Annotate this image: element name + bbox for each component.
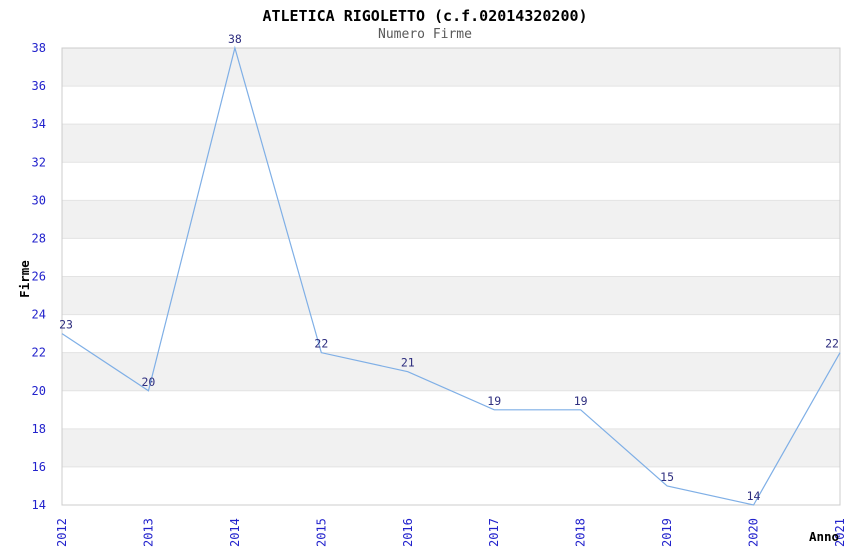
y-tick-label: 30 xyxy=(32,193,46,207)
plot-border xyxy=(61,47,841,506)
x-tick-label: 2016 xyxy=(401,518,415,547)
plot-band xyxy=(62,200,840,239)
plot-band xyxy=(62,428,840,467)
y-tick-label: 26 xyxy=(32,270,46,284)
y-axis-title: Firme xyxy=(17,260,32,298)
x-tick-label: 2014 xyxy=(228,518,242,547)
point-label: 38 xyxy=(228,32,242,46)
x-tick-label: 2021 xyxy=(833,518,847,547)
x-tick-label: 2012 xyxy=(55,518,69,547)
data-line xyxy=(61,45,841,506)
x-tick-label: 2015 xyxy=(314,518,328,547)
y-tick-label: 28 xyxy=(32,231,46,245)
x-tick-label: 2013 xyxy=(141,518,155,547)
y-tick-label: 18 xyxy=(32,422,46,436)
y-tick-label: 38 xyxy=(32,41,46,55)
point-label: 19 xyxy=(487,394,501,408)
y-tick-label: 20 xyxy=(32,384,46,398)
point-label: 19 xyxy=(574,394,588,408)
y-tick-label: 36 xyxy=(32,79,46,93)
x-tick-label: 2017 xyxy=(487,518,501,547)
y-tick-label: 32 xyxy=(32,155,46,169)
y-tick-label: 14 xyxy=(32,498,46,512)
point-label: 14 xyxy=(747,489,761,503)
point-label: 20 xyxy=(142,375,156,389)
x-tick-label: 2018 xyxy=(574,518,588,547)
x-axis-title: Anno xyxy=(809,529,839,544)
point-label: 21 xyxy=(401,356,415,370)
chart-title: ATLETICA RIGOLETTO (c.f.02014320200) xyxy=(262,7,588,25)
point-label: 23 xyxy=(59,318,73,332)
y-tick-label: 34 xyxy=(32,117,46,131)
y-tick-label: 24 xyxy=(32,308,46,322)
y-tick-label: 22 xyxy=(32,346,46,360)
y-tick-label: 16 xyxy=(32,460,46,474)
chart-subtitle: Numero Firme xyxy=(378,27,472,42)
point-label: 22 xyxy=(314,337,328,351)
point-label: 15 xyxy=(660,470,674,484)
plot-band xyxy=(62,352,840,391)
plot-band xyxy=(62,124,840,163)
x-tick-label: 2020 xyxy=(747,518,761,547)
x-tick-label: 2019 xyxy=(660,518,674,547)
plot-band xyxy=(62,48,840,87)
point-label: 22 xyxy=(825,337,839,351)
plot-band xyxy=(62,276,840,315)
